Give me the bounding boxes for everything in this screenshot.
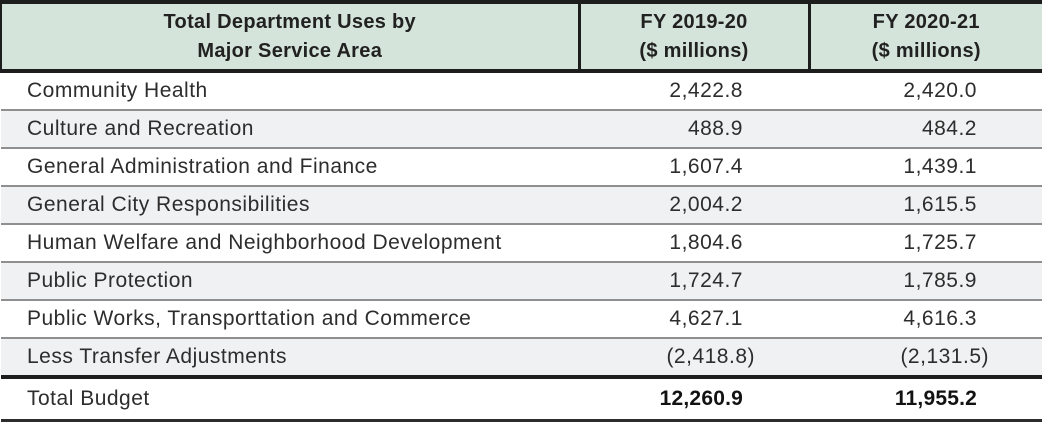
- total-row: Total Budget 12,260.9 11,955.2: [1, 377, 1042, 422]
- header-fy-2019-20-line2: ($ millions): [639, 39, 749, 62]
- header-service-area-line1: Total Department Uses by: [163, 10, 416, 33]
- fy-2020-21-value: 484.2: [809, 110, 1042, 149]
- table-row: Public Works, Transporttation and Commer…: [1, 300, 1042, 339]
- header-fy-2020-21-line1: FY 2020-21: [872, 10, 980, 33]
- fy-2020-21-value: 1,615.5: [809, 186, 1042, 225]
- fy-2020-21-value: 1,439.1: [809, 148, 1042, 187]
- total-fy-2019-20-value: 12,260.9: [579, 377, 809, 422]
- fy-2019-20-value: 2,004.2: [579, 186, 809, 225]
- table-row: Less Transfer Adjustments (2,418.8) (2,1…: [1, 338, 1042, 379]
- table-row: General Administration and Finance 1,607…: [1, 148, 1042, 187]
- table-row: Culture and Recreation 488.9 484.2: [1, 110, 1042, 149]
- fy-2019-20-value: (2,418.8): [579, 338, 809, 379]
- service-area-cell: Community Health: [1, 71, 579, 111]
- service-area-cell: Human Welfare and Neighborhood Developme…: [1, 224, 579, 263]
- header-fy-2020-21-line2: ($ millions): [871, 39, 981, 62]
- total-fy-2020-21-value: 11,955.2: [809, 377, 1042, 422]
- service-area-cell: Culture and Recreation: [1, 110, 579, 149]
- service-area-cell: Public Works, Transporttation and Commer…: [1, 300, 579, 339]
- service-area-cell: General City Responsibilities: [1, 186, 579, 225]
- service-area-cell: Less Transfer Adjustments: [1, 338, 579, 379]
- header-fy-2019-20-line1: FY 2019-20: [640, 10, 748, 33]
- total-label: Total Budget: [1, 377, 579, 422]
- fy-2020-21-value: 1,785.9: [809, 262, 1042, 301]
- table-row: Human Welfare and Neighborhood Developme…: [1, 224, 1042, 263]
- fy-2019-20-value: 488.9: [579, 110, 809, 149]
- service-area-cell: General Administration and Finance: [1, 148, 579, 187]
- fy-2020-21-value: 2,420.0: [809, 71, 1042, 111]
- table-row: Community Health 2,422.8 2,420.0: [1, 71, 1042, 111]
- header-fy-2019-20: FY 2019-20 ($ millions): [577, 0, 809, 73]
- fy-2019-20-value: 1,607.4: [579, 148, 809, 187]
- header-row: Total Department Uses by Major Service A…: [0, 0, 1042, 73]
- fy-2019-20-value: 2,422.8: [579, 71, 809, 111]
- fy-2020-21-value: 4,616.3: [809, 300, 1042, 339]
- header-fy-2020-21: FY 2020-21 ($ millions): [807, 0, 1042, 73]
- fy-2020-21-value: (2,131.5): [809, 338, 1042, 379]
- table-row: Public Protection 1,724.7 1,785.9: [1, 262, 1042, 301]
- table-row: General City Responsibilities 2,004.2 1,…: [1, 186, 1042, 225]
- fy-2019-20-value: 1,724.7: [579, 262, 809, 301]
- fy-2020-21-value: 1,725.7: [809, 224, 1042, 263]
- header-service-area-line2: Major Service Area: [197, 39, 383, 62]
- header-service-area: Total Department Uses by Major Service A…: [0, 0, 579, 73]
- fy-2019-20-value: 1,804.6: [579, 224, 809, 263]
- fy-2019-20-value: 4,627.1: [579, 300, 809, 339]
- service-area-cell: Public Protection: [1, 262, 579, 301]
